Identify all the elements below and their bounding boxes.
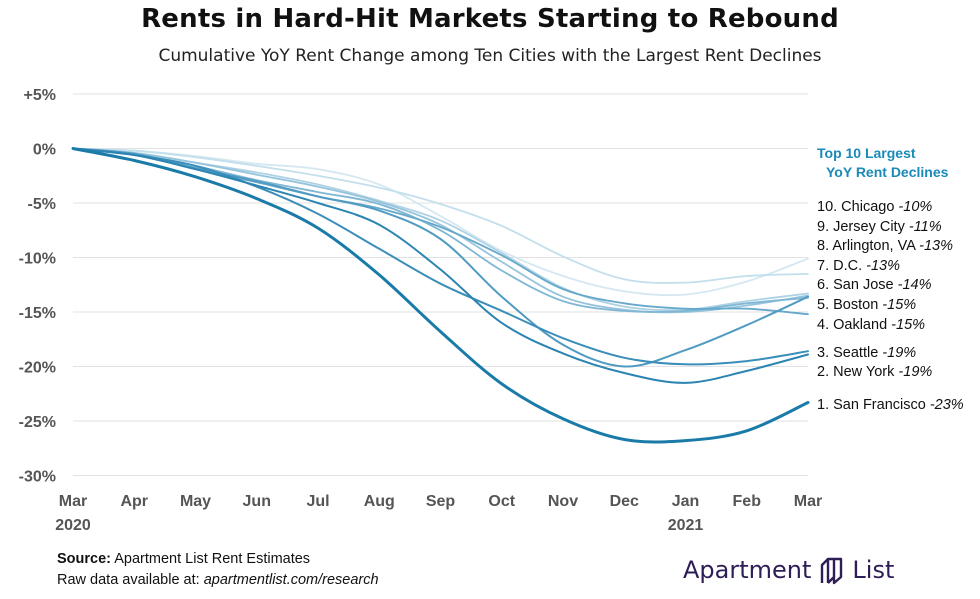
series-label: 8. Arlington, VA -13% (817, 238, 953, 254)
y-tick-label: -10% (19, 251, 56, 268)
legend-heading: Top 10 Largest YoY Rent Declines (817, 145, 949, 180)
brand-word-list: List (852, 556, 895, 584)
series-label: 2. New York -19% (817, 364, 932, 380)
series-label: 3. Seattle -19% (817, 345, 916, 361)
y-tick-label: -20% (19, 360, 56, 377)
x-tick-label: Nov (548, 493, 578, 510)
x-tick-label: May (180, 493, 211, 510)
chart-title: Rents in Hard-Hit Markets Starting to Re… (141, 4, 839, 34)
source-label: Source: (57, 551, 111, 567)
series-label: 5. Boston -15% (817, 297, 916, 313)
raw-data-link[interactable]: apartmentlist.com/research (203, 572, 379, 588)
apartment-list-logo-icon (821, 557, 843, 585)
legend-heading-line: YoY Rent Declines (826, 164, 949, 180)
series-label: 9. Jersey City -11% (817, 219, 942, 235)
series-line (72, 147, 809, 384)
series-line (72, 147, 809, 284)
series-label: 6. San Jose -14% (817, 277, 932, 293)
x-axis-ticks: Mar 2020 Apr May Jun Jul Aug Sep Oct Nov Dec Jan 202… (55, 493, 822, 534)
series-label: 1. San Francisco -23% (817, 397, 964, 413)
brand-logo: Apartment List (683, 553, 894, 587)
series-lines (71, 147, 810, 444)
grid-lines (73, 93, 808, 476)
x-tick-label: Apr (120, 493, 148, 510)
x-tick-label: Sep (426, 493, 456, 510)
x-tick-label: Jul (306, 493, 329, 510)
series-labels: 1. San Francisco -23% 2. New York -19% 3. … (817, 199, 964, 413)
series-line (72, 147, 809, 368)
x-tick-label: Jun (243, 493, 271, 510)
y-tick-label: -5% (28, 196, 56, 213)
x-tick-label: Mar (59, 493, 87, 510)
raw-data-label: Raw data available at: (57, 572, 200, 588)
x-tick-label: Jan (672, 493, 700, 510)
series-label: 7. D.C. -13% (817, 258, 900, 274)
y-tick-label: 0% (33, 142, 56, 159)
chart-subtitle: Cumulative YoY Rent Change among Ten Cit… (158, 46, 822, 66)
series-label: 10. Chicago -10% (817, 199, 932, 215)
y-tick-label: -15% (19, 305, 56, 322)
series-line (72, 147, 809, 366)
series-line (71, 147, 810, 444)
x-tick-label: Aug (364, 493, 395, 510)
y-tick-label: -30% (19, 469, 56, 486)
legend-heading-line: Top 10 Largest (817, 145, 916, 161)
y-tick-label: +5% (24, 87, 56, 104)
source-text: Apartment List Rent Estimates (114, 551, 311, 567)
y-axis-ticks: +5% 0% -5% -10% -15% -20% -25% -30% (19, 87, 56, 486)
x-tick-label: 2020 (55, 517, 91, 534)
x-tick-label: Mar (794, 493, 822, 510)
series-line (72, 147, 809, 297)
source-note: Source: Apartment List Rent Estimates (57, 551, 310, 567)
y-tick-label: -25% (19, 414, 56, 431)
x-tick-label: Dec (610, 493, 639, 510)
series-label: 4. Oakland -15% (817, 317, 925, 333)
x-tick-label: Feb (733, 493, 762, 510)
raw-data-note: Raw data available at: apartmentlist.com… (57, 572, 379, 588)
brand-word-apartment: Apartment (683, 556, 812, 584)
x-tick-label: Oct (488, 493, 515, 510)
x-tick-label: 2021 (668, 517, 704, 534)
series-line (72, 147, 809, 314)
